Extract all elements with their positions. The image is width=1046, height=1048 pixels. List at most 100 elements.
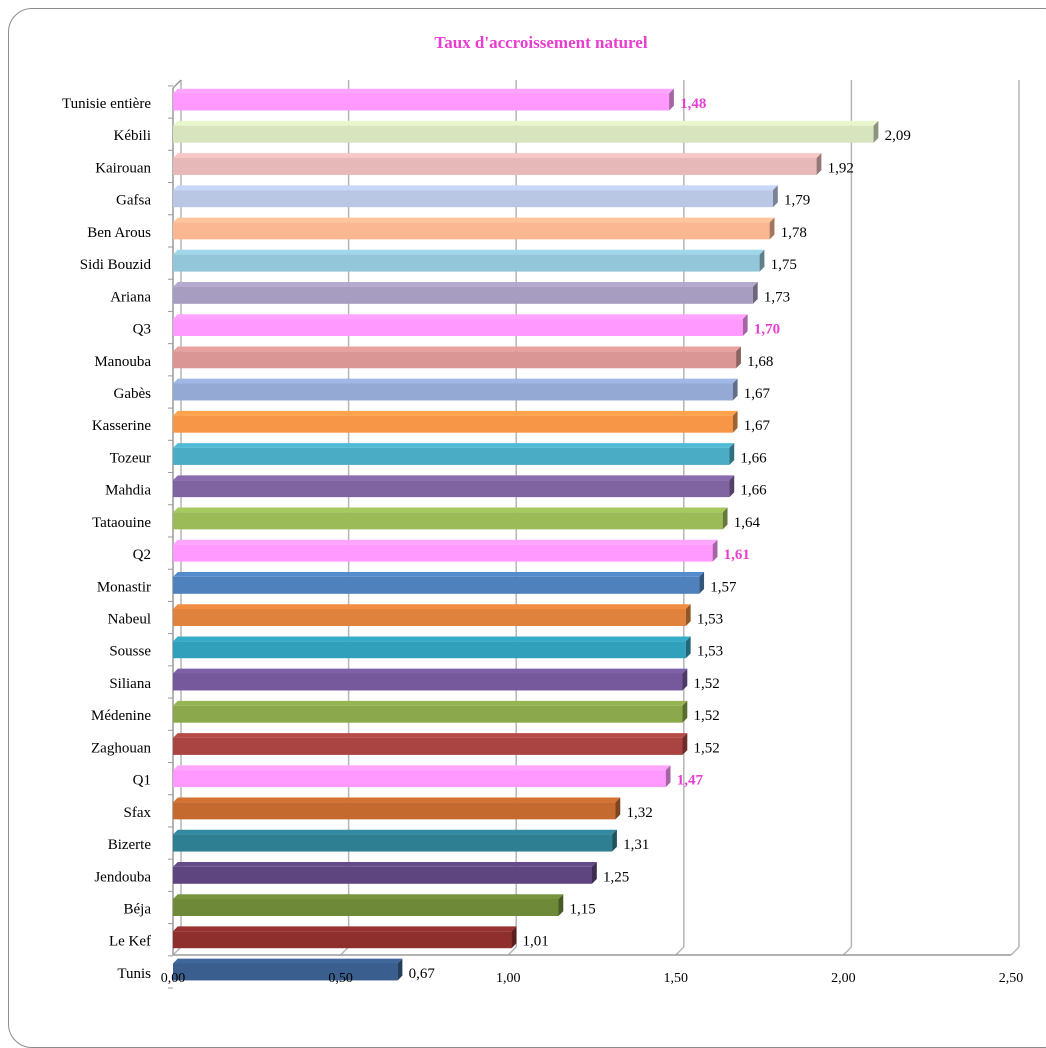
value-label: 1,52 xyxy=(694,676,720,692)
bar-end-face xyxy=(682,700,688,723)
bar-front-face xyxy=(173,963,398,981)
value-label: 1,78 xyxy=(781,225,807,241)
value-label: 1,61 xyxy=(724,547,750,563)
value-label: 1,66 xyxy=(740,450,767,466)
bar xyxy=(173,185,778,208)
bar-end-face xyxy=(732,378,738,401)
bar-top-face xyxy=(173,314,748,320)
bar xyxy=(173,282,758,304)
value-label: 1,53 xyxy=(697,644,723,660)
bar-end-face xyxy=(592,861,597,884)
value-label: 1,75 xyxy=(771,257,797,273)
category-label: Sidi Bouzid xyxy=(80,257,152,273)
bar-front-face xyxy=(173,447,730,465)
bar-top-face xyxy=(173,894,564,899)
bar-end-face xyxy=(816,153,822,175)
category-label: Ariana xyxy=(110,289,151,305)
bar-top-face xyxy=(173,410,738,416)
value-label: 1,92 xyxy=(828,160,854,176)
value-label: 1,01 xyxy=(523,934,549,950)
category-label: Kairouan xyxy=(95,160,151,176)
category-label: Jendouba xyxy=(94,869,151,885)
bar-end-face xyxy=(769,217,775,240)
category-label: Tunis xyxy=(117,966,151,982)
bar-front-face xyxy=(173,609,686,627)
value-label: 1,67 xyxy=(744,418,771,434)
value-label: 1,57 xyxy=(710,579,737,595)
bar xyxy=(173,958,403,981)
bar-end-face xyxy=(558,894,564,916)
bar xyxy=(173,797,621,820)
bar xyxy=(173,475,735,498)
category-label: Bizerte xyxy=(108,837,152,853)
bar xyxy=(173,249,765,272)
bar-front-face xyxy=(173,125,874,143)
bar-top-face xyxy=(173,120,879,126)
bar-front-face xyxy=(173,319,743,337)
bar-end-face xyxy=(682,668,688,691)
value-label: 1,47 xyxy=(677,773,704,789)
bar-top-face xyxy=(173,539,718,545)
category-label: Tozeur xyxy=(110,450,151,466)
bar-top-face xyxy=(173,572,705,577)
bar-chart: Taux d'accroissement naturel Tunisie ent… xyxy=(62,33,1023,989)
bar-top-face xyxy=(173,507,728,513)
bar xyxy=(173,829,617,852)
bar-front-face xyxy=(173,351,737,369)
bar-end-face xyxy=(873,120,879,143)
bar-front-face xyxy=(173,254,760,272)
category-label: Zaghouan xyxy=(91,740,151,756)
category-label: Monastir xyxy=(97,579,151,595)
value-label: 1,70 xyxy=(754,322,780,338)
bar-top-face xyxy=(173,185,778,191)
bar-top-face xyxy=(173,282,758,287)
bar xyxy=(173,120,879,143)
category-label: Ben Arous xyxy=(87,225,151,241)
bar-end-face xyxy=(742,314,748,337)
bar-front-face xyxy=(173,770,666,788)
value-labels: 1,48 2,09 1,92 1,79 1,78 1,75 1,73 1,70 1,68 1,67… xyxy=(409,96,911,982)
gridlines xyxy=(168,79,1020,989)
gridline-depth xyxy=(675,946,685,956)
bar xyxy=(173,700,688,723)
bar-top-face xyxy=(173,378,738,384)
bar-top-face xyxy=(173,668,688,674)
bar-end-face xyxy=(729,443,735,465)
bar-top-face xyxy=(173,700,688,706)
bar-top-face xyxy=(173,443,735,448)
bar-end-face xyxy=(752,282,758,304)
bar-end-face xyxy=(699,572,705,594)
bar-top-face xyxy=(173,958,403,964)
value-label: 1,68 xyxy=(747,354,773,370)
bar-front-face xyxy=(173,802,616,820)
bar xyxy=(173,539,718,562)
value-label: 1,66 xyxy=(740,483,767,499)
bar xyxy=(173,314,748,337)
bar xyxy=(173,765,671,788)
bar-end-face xyxy=(759,249,765,272)
bar-top-face xyxy=(173,604,691,610)
bar-front-face xyxy=(173,834,613,852)
bar xyxy=(173,733,688,755)
category-label: Gabès xyxy=(114,386,152,402)
bar-top-face xyxy=(173,861,597,867)
bar-front-face xyxy=(173,899,559,916)
bar-front-face xyxy=(173,931,512,949)
bar xyxy=(173,217,775,240)
value-label: 1,79 xyxy=(784,193,810,209)
y-axis-depth xyxy=(172,79,182,89)
gridline-depth xyxy=(340,946,350,956)
bar xyxy=(173,443,735,465)
category-label: Kasserine xyxy=(92,418,151,434)
bar-end-face xyxy=(615,797,621,820)
bar xyxy=(173,604,691,627)
bar-end-face xyxy=(682,733,688,755)
category-label: Béja xyxy=(124,902,152,918)
bar xyxy=(173,88,674,111)
value-label: 1,52 xyxy=(694,708,720,724)
bar xyxy=(173,410,738,433)
bar-top-face xyxy=(173,733,688,738)
value-label: 1,73 xyxy=(764,289,790,305)
value-label: 1,15 xyxy=(569,902,595,918)
category-label: Gafsa xyxy=(116,193,151,209)
